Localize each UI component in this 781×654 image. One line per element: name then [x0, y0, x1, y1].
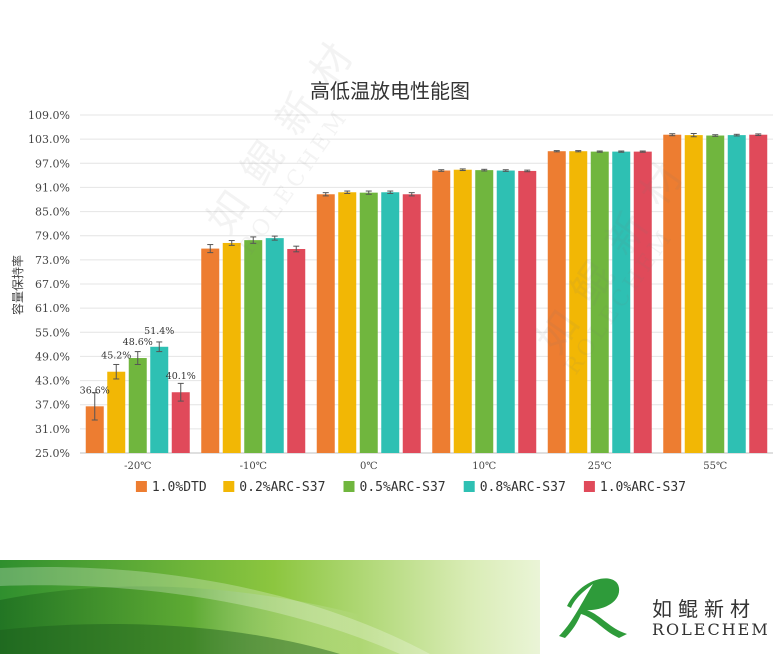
- legend-swatch: [343, 481, 355, 492]
- bar: [727, 135, 746, 453]
- y-axis-label: 容量保持率: [10, 255, 25, 315]
- brand-name-cn: 如鲲新材: [652, 597, 756, 621]
- bar: [496, 170, 515, 453]
- bar: [684, 135, 703, 453]
- green-swoosh-decoration: [0, 560, 781, 654]
- bar: [663, 134, 682, 453]
- bar: [316, 194, 335, 453]
- bar: [201, 248, 220, 453]
- y-tick-label: 67.0%: [35, 278, 70, 291]
- y-tick-label: 61.0%: [35, 302, 70, 315]
- bar: [518, 170, 537, 453]
- y-tick-label: 91.0%: [35, 181, 70, 194]
- data-label: 40.1%: [166, 371, 196, 382]
- bar: [402, 194, 421, 453]
- bar: [287, 248, 306, 453]
- bar: [706, 135, 725, 453]
- y-tick-label: 85.0%: [35, 206, 70, 219]
- y-tick-label: 79.0%: [35, 230, 70, 243]
- bar: [222, 242, 241, 453]
- y-tick-label: 109.0%: [28, 109, 70, 122]
- legend: 1.0%DTD 0.2%ARC-S37 0.5%ARC-S37 0.8%ARC-S37…: [135, 480, 686, 495]
- legend-swatch: [583, 481, 595, 492]
- bar: [85, 406, 104, 453]
- legend-label: 0.2%ARC-S37: [239, 480, 325, 495]
- bars-layer: [85, 134, 768, 453]
- x-tick-label: -10℃: [240, 461, 267, 472]
- data-label: 45.2%: [101, 351, 131, 362]
- legend-label: 1.0%ARC-S37: [600, 480, 686, 495]
- legend-swatch: [223, 481, 235, 492]
- chart-title: 高低温放电性能图: [310, 79, 470, 103]
- x-tick-label: 55℃: [703, 461, 727, 472]
- legend-label: 0.8%ARC-S37: [480, 480, 566, 495]
- gridlines: [80, 114, 773, 454]
- bar: [612, 151, 631, 453]
- bar: [381, 192, 400, 453]
- y-tick-label: 43.0%: [35, 375, 70, 388]
- rolechem-r-logo-icon: [559, 578, 627, 638]
- y-tick-label: 97.0%: [35, 157, 70, 170]
- x-tick-label: 0℃: [360, 461, 378, 472]
- y-tick-label: 37.0%: [35, 399, 70, 412]
- y-tick-label: 25.0%: [35, 447, 70, 460]
- bar: [359, 192, 378, 453]
- y-tick-label: 103.0%: [28, 133, 70, 146]
- bar: [338, 192, 357, 453]
- error-bars-layer: [91, 133, 762, 421]
- legend-swatch: [135, 481, 147, 492]
- bar: [453, 169, 472, 453]
- data-label: 51.4%: [144, 326, 174, 337]
- y-tick-label: 31.0%: [35, 423, 70, 436]
- y-axis-ticks: 25.0% 31.0% 37.0% 43.0% 49.0% 55.0% 61.0% 67.0%…: [28, 109, 70, 460]
- bar: [590, 151, 609, 453]
- bar: [244, 240, 263, 453]
- legend-swatch: [463, 481, 475, 492]
- data-labels-layer: 36.6% 45.2% 48.6%51.4% 40.1%: [80, 326, 196, 397]
- bar: [432, 170, 451, 453]
- footer-banner: 如鲲新材 ROLECHEM: [0, 560, 781, 654]
- data-label: 36.6%: [80, 385, 110, 396]
- bar: [265, 238, 284, 453]
- bar: [475, 170, 494, 453]
- legend-label: 1.0%DTD: [152, 480, 207, 495]
- bar: [107, 371, 126, 453]
- bar: [128, 358, 147, 453]
- y-tick-label: 73.0%: [35, 254, 70, 267]
- x-tick-label: -20℃: [124, 461, 151, 472]
- x-axis-ticks: -20℃ -10℃ 0℃ 10℃ 25℃ 55℃: [124, 461, 727, 472]
- bar: [171, 392, 190, 453]
- y-tick-label: 55.0%: [35, 326, 70, 339]
- brand-name-en: ROLECHEM: [652, 620, 770, 639]
- bar: [569, 151, 588, 453]
- data-label: 48.6%: [123, 337, 153, 348]
- y-tick-label: 49.0%: [35, 350, 70, 363]
- bar: [749, 134, 768, 453]
- bar-chart: 高低温放电性能图 容量保持率 25.0% 31.0% 37.0% 43.0% 49.0%…: [10, 79, 773, 495]
- bar: [547, 151, 566, 453]
- bar: [633, 151, 652, 453]
- bar: [150, 346, 169, 453]
- legend-label: 0.5%ARC-S37: [360, 480, 446, 495]
- x-tick-label: 10℃: [472, 461, 496, 472]
- x-tick-label: 25℃: [588, 461, 612, 472]
